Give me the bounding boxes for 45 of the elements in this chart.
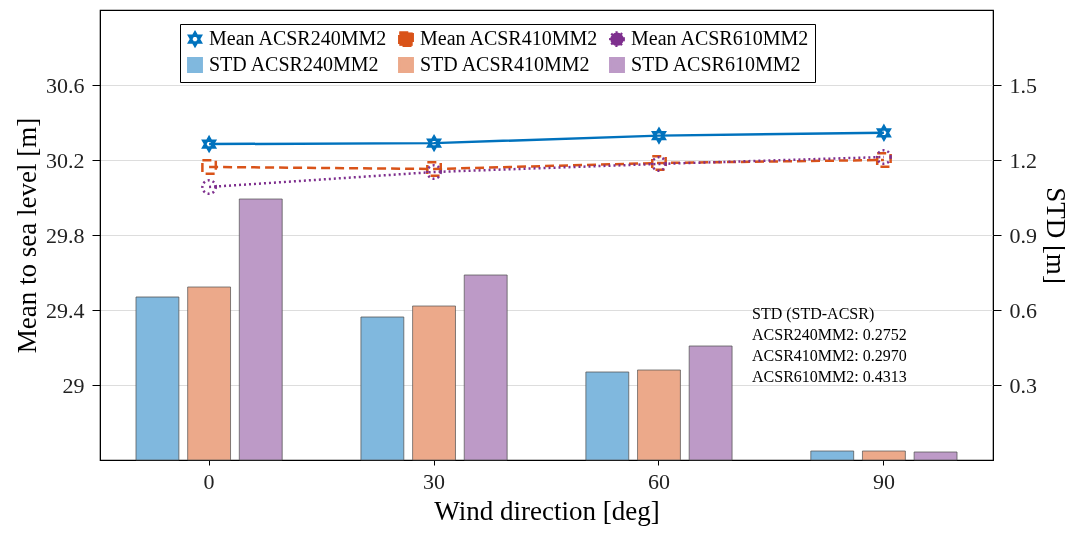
bar xyxy=(360,316,405,461)
bar xyxy=(637,369,681,461)
point xyxy=(651,127,667,144)
x-tick-label: 30 xyxy=(423,468,446,494)
legend-label: STD ACSR410MM2 xyxy=(420,53,590,75)
legend-label: Mean ACSR610MM2 xyxy=(631,27,809,50)
y2-tick-label: 0.9 xyxy=(1009,222,1037,248)
y-tick-label: 30.6 xyxy=(46,72,85,98)
bar xyxy=(913,451,958,461)
bar xyxy=(862,450,906,461)
point xyxy=(201,179,218,195)
point xyxy=(876,124,891,141)
point xyxy=(201,158,218,175)
legend-label: Mean ACSR410MM2 xyxy=(420,27,598,50)
annotation: STD (STD-ACSR) xyxy=(752,305,875,323)
y2-tick-label: 1.2 xyxy=(1009,147,1037,173)
y-axis-title: Mean to sea level [m] xyxy=(12,117,42,354)
annotation: ACSR610MM2: 0.4313 xyxy=(752,368,907,385)
legend-label: Mean ACSR240MM2 xyxy=(209,27,387,50)
bar xyxy=(187,286,231,461)
annotation: ACSR410MM2: 0.2970 xyxy=(752,347,907,364)
y-tick-label: 29.8 xyxy=(46,222,85,248)
x-tick-label: 90 xyxy=(872,468,895,494)
point xyxy=(426,135,442,152)
x-axis-title: Wind direction [deg] xyxy=(434,495,660,526)
bar xyxy=(135,296,180,461)
y-tick-label: 30.2 xyxy=(46,147,85,173)
y-tick-label: 29.4 xyxy=(46,297,85,323)
y2-tick-label: 0.6 xyxy=(1009,297,1037,323)
bar xyxy=(810,450,855,461)
y2-axis-title: STD [m] xyxy=(1041,187,1065,284)
bar xyxy=(585,371,630,461)
legend-label: STD ACSR240MM2 xyxy=(209,53,379,75)
x-tick-label: 0 xyxy=(203,468,215,494)
bar xyxy=(688,345,733,461)
bar xyxy=(412,305,456,461)
annotation: ACSR240MM2: 0.2752 xyxy=(752,326,907,343)
point xyxy=(202,136,217,153)
y-tick-label: 29 xyxy=(62,372,85,398)
x-tick-label: 60 xyxy=(647,468,670,494)
y2-tick-label: 1.5 xyxy=(1009,72,1037,98)
bar xyxy=(463,274,508,461)
bar xyxy=(238,198,283,461)
legend-label: STD ACSR610MM2 xyxy=(631,53,801,75)
y2-tick-label: 0.3 xyxy=(1009,372,1037,398)
